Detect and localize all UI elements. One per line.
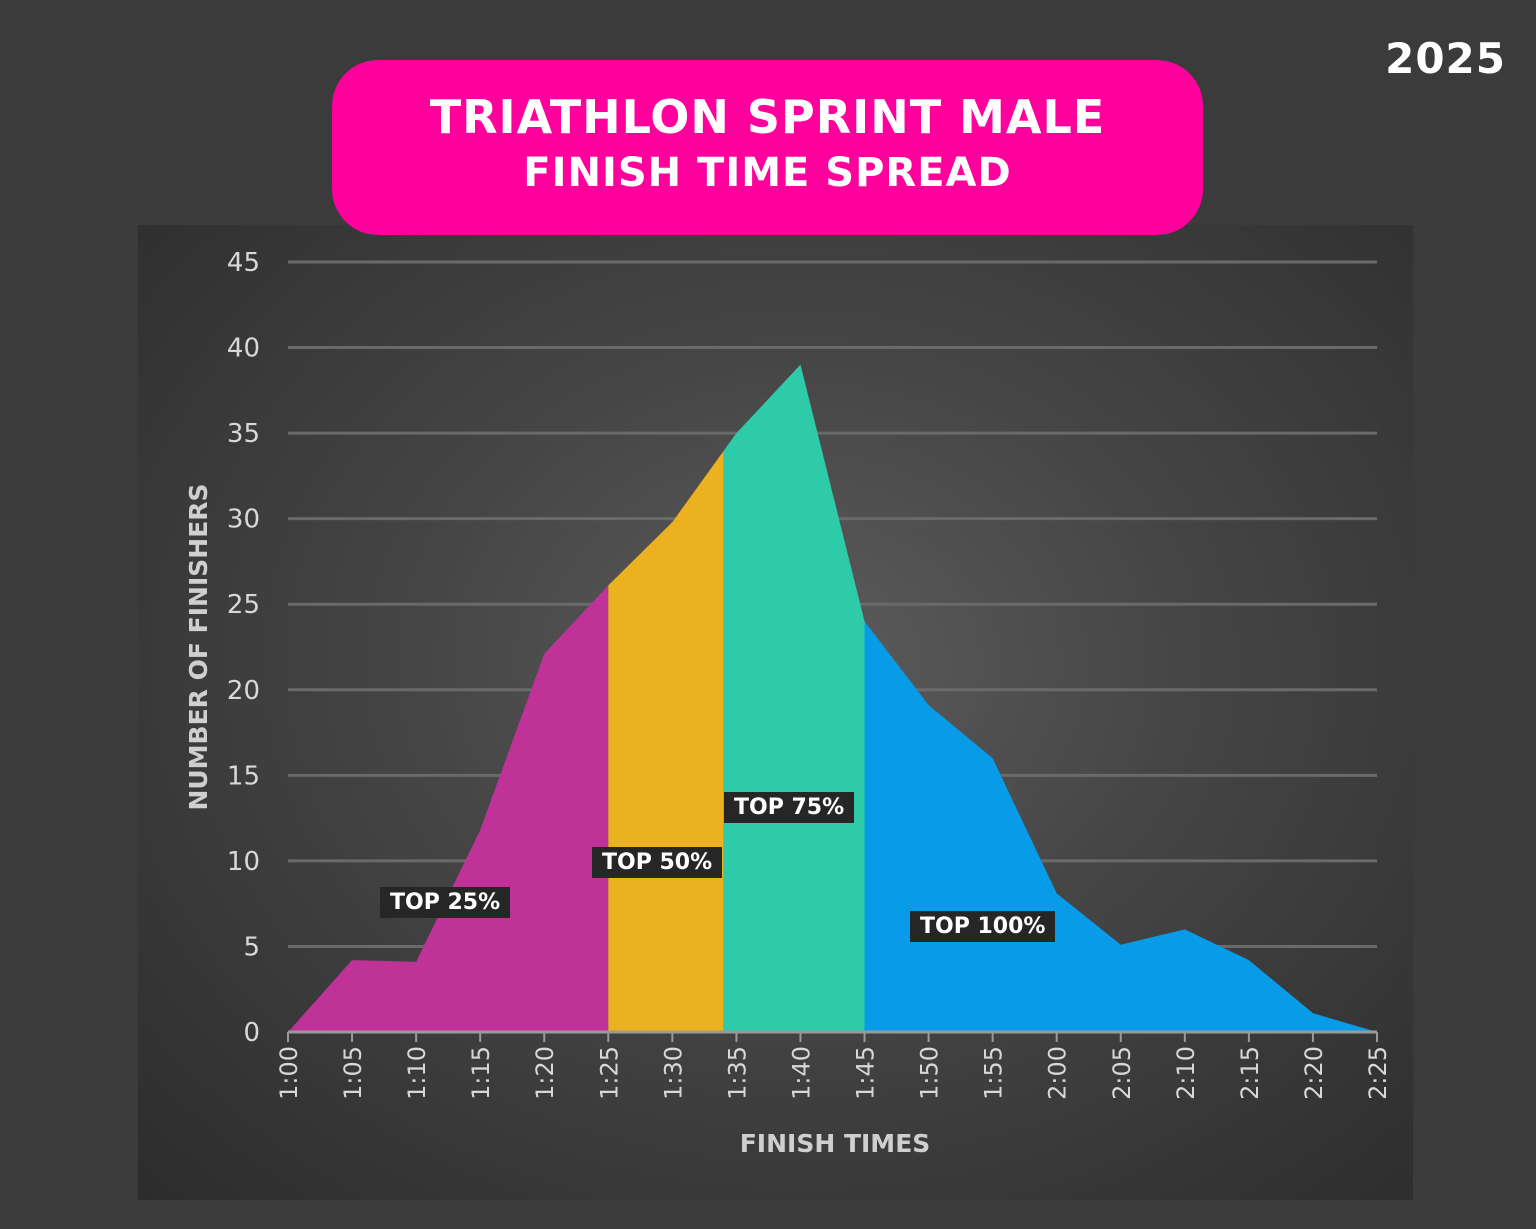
x-tick-label: 1:45 bbox=[852, 1046, 880, 1100]
x-tick-label: 1:40 bbox=[787, 1046, 815, 1100]
region-label-top-100: TOP 100% bbox=[910, 911, 1056, 942]
title-line-2: FINISH TIME SPREAD bbox=[523, 150, 1012, 196]
region-label-top-75: TOP 75% bbox=[724, 792, 855, 823]
y-tick-label: 45 bbox=[227, 248, 260, 278]
x-tick-label: 2:15 bbox=[1236, 1046, 1264, 1100]
x-tick-label: 1:35 bbox=[723, 1046, 751, 1100]
y-tick-label: 0 bbox=[243, 1018, 260, 1048]
region-label-top-50: TOP 50% bbox=[592, 847, 723, 878]
x-tick-label: 1:15 bbox=[467, 1046, 495, 1100]
x-tick-label: 2:20 bbox=[1300, 1046, 1328, 1100]
y-tick-label: 20 bbox=[227, 676, 260, 706]
y-tick-label: 40 bbox=[227, 334, 260, 364]
x-tick-label: 1:05 bbox=[339, 1046, 367, 1100]
title-banner: TRIATHLON SPRINT MALE FINISH TIME SPREAD bbox=[332, 60, 1203, 235]
x-tick-label: 2:05 bbox=[1108, 1046, 1136, 1100]
area-region-top-75- bbox=[723, 364, 865, 1032]
x-tick-label: 1:00 bbox=[275, 1046, 303, 1100]
x-tick-label: 1:30 bbox=[659, 1046, 687, 1100]
y-tick-label: 35 bbox=[227, 419, 260, 449]
y-tick-label: 30 bbox=[227, 505, 260, 535]
title-line-1: TRIATHLON SPRINT MALE bbox=[429, 90, 1106, 144]
area-region-top-50- bbox=[608, 450, 724, 1032]
y-axis-title: NUMBER OF FINISHERS bbox=[184, 483, 213, 810]
x-tick-label: 2:25 bbox=[1364, 1046, 1392, 1100]
x-tick-label: 2:00 bbox=[1044, 1046, 1072, 1100]
x-tick-label: 1:10 bbox=[403, 1046, 431, 1100]
y-tick-label: 5 bbox=[243, 932, 260, 962]
region-label-top-25: TOP 25% bbox=[380, 887, 511, 918]
x-axis-title: FINISH TIMES bbox=[740, 1129, 931, 1158]
y-tick-label: 15 bbox=[227, 761, 260, 791]
x-tick-label: 1:50 bbox=[916, 1046, 944, 1100]
y-tick-label: 10 bbox=[227, 847, 260, 877]
area-region-top-25- bbox=[288, 585, 609, 1032]
x-tick-label: 2:10 bbox=[1172, 1046, 1200, 1100]
x-tick-label: 1:20 bbox=[531, 1046, 559, 1100]
x-tick-label: 1:25 bbox=[595, 1046, 623, 1100]
x-tick-label: 1:55 bbox=[980, 1046, 1008, 1100]
y-tick-label: 25 bbox=[227, 590, 260, 620]
year-label: 2025 bbox=[1385, 34, 1506, 83]
